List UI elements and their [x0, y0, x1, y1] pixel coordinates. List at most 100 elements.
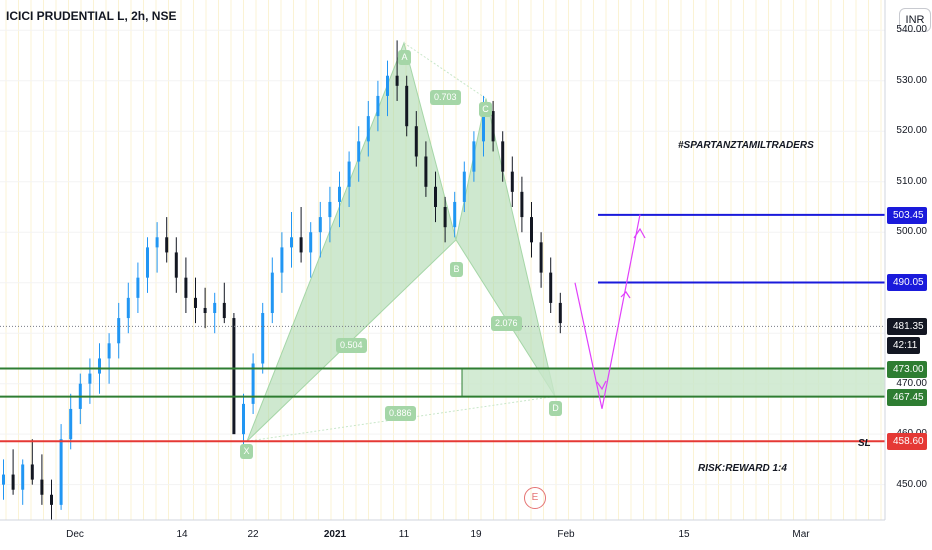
projection-arrowhead-up — [633, 227, 646, 239]
candle-body — [203, 307, 207, 314]
risk-reward-note: RISK:REWARD 1:4 — [698, 463, 787, 474]
price-tag: 467.45 — [887, 388, 927, 406]
price-tag: 473.00 — [887, 360, 927, 378]
candle-body — [491, 111, 495, 142]
candle-body — [357, 141, 361, 162]
x-tick-label: Mar — [792, 529, 810, 540]
candle-body — [184, 277, 188, 298]
candle-body — [251, 363, 255, 404]
candle-body — [376, 95, 380, 117]
candle-body — [520, 191, 524, 218]
candle-body — [338, 186, 341, 202]
x-tick-label: 22 — [247, 529, 259, 540]
point-d-label: D — [549, 401, 562, 416]
candle-body — [222, 302, 226, 319]
chart-title: ICICI PRUDENTIAL L, 2h, NSE — [6, 9, 177, 23]
ratio-bcd: 2.076 — [491, 316, 522, 331]
pattern-ac-line — [403, 42, 487, 99]
candle-body — [328, 201, 332, 218]
candle-body — [280, 247, 284, 273]
chart-grid — [0, 0, 885, 520]
candle-body — [434, 186, 437, 207]
candle-body — [443, 206, 447, 228]
candle-body — [462, 171, 466, 202]
price-levels — [0, 213, 885, 443]
candle-body — [414, 126, 418, 157]
candle-body — [69, 408, 73, 440]
point-c-label: C — [479, 102, 492, 117]
candle-body — [59, 439, 63, 505]
x-tick-label: 2021 — [323, 529, 347, 540]
candlestick-series — [2, 40, 562, 520]
x-tick-label: 11 — [398, 529, 410, 540]
projection-path — [574, 214, 641, 409]
candle-body — [155, 237, 159, 248]
ratio-xab: 0.703 — [430, 90, 461, 105]
y-tick-label: 530.00 — [896, 74, 927, 86]
candle-body — [126, 297, 130, 319]
candle-body — [405, 85, 409, 127]
x-tick-label: 15 — [678, 529, 690, 540]
candle-body — [482, 111, 485, 142]
candle-body — [270, 272, 274, 314]
earnings-badge[interactable]: E — [524, 487, 546, 509]
candle-body — [261, 313, 265, 364]
candle-body — [424, 156, 428, 187]
y-tick-label: 450.00 — [896, 478, 927, 490]
x-tick-label: Dec — [66, 529, 84, 540]
candle-body — [395, 75, 399, 86]
candle-body — [347, 161, 351, 187]
candle-body — [530, 217, 533, 243]
demand-zone — [461, 368, 886, 398]
sl-label: SL — [858, 438, 871, 449]
y-tick-label: 520.00 — [896, 125, 927, 137]
price-tag: 503.45 — [887, 206, 927, 224]
candle-body — [558, 302, 562, 324]
candle-body — [2, 474, 5, 485]
projection-arrowhead-down — [596, 380, 607, 391]
zone-rect — [461, 368, 886, 398]
y-tick-label: 540.00 — [896, 24, 927, 36]
hashtag-note: #SPARTANZTAMILTRADERS — [678, 140, 814, 151]
candle-body — [174, 252, 178, 278]
ratio-ab: 0.504 — [336, 338, 367, 353]
candle-body — [50, 494, 53, 505]
candle-body — [453, 201, 457, 228]
x-tick-label: 19 — [470, 529, 482, 540]
candle-body — [539, 242, 543, 273]
candle-body — [318, 217, 322, 233]
ratio-xad: 0.886 — [385, 406, 416, 421]
projection-arrowhead-mid — [620, 291, 631, 299]
candle-body — [98, 358, 101, 374]
candle-body — [232, 318, 236, 435]
projection-arrows — [574, 214, 646, 409]
y-tick-label: 510.00 — [896, 175, 927, 187]
point-x-label: X — [240, 444, 253, 459]
candle-body — [40, 479, 44, 495]
candle-body — [30, 464, 34, 480]
candle-body — [501, 141, 505, 172]
candle-body — [21, 464, 25, 490]
candle-body — [242, 403, 245, 435]
x-tick-label: 14 — [176, 529, 188, 540]
last-price-tag: 481.35 — [887, 318, 927, 336]
pattern-xab — [246, 41, 457, 442]
price-tag: 490.05 — [887, 274, 927, 292]
candle-body — [213, 302, 217, 314]
candle-body — [549, 272, 553, 303]
currency-button[interactable]: INR — [899, 8, 931, 32]
point-b-label: B — [450, 262, 463, 277]
y-tick-label: 500.00 — [896, 226, 927, 238]
candle-body — [510, 171, 514, 192]
candle-body — [386, 75, 389, 96]
candle-body — [107, 343, 111, 359]
candle-body — [136, 277, 140, 298]
candle-body — [290, 237, 293, 248]
candle-body — [472, 141, 476, 172]
candle-body — [366, 116, 370, 142]
candle-body — [117, 318, 121, 344]
y-tick-label: 470.00 — [896, 377, 927, 389]
x-tick-label: Feb — [557, 529, 575, 540]
point-a-label: A — [398, 50, 411, 65]
